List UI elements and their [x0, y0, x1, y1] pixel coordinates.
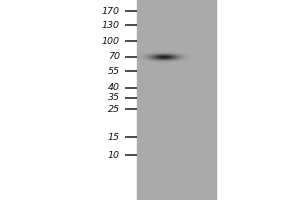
- Text: 35: 35: [108, 94, 120, 102]
- Text: 170: 170: [102, 6, 120, 16]
- Text: 40: 40: [108, 83, 120, 92]
- Text: 10: 10: [108, 151, 120, 160]
- Text: 100: 100: [102, 36, 120, 46]
- Text: 70: 70: [108, 52, 120, 61]
- Text: 55: 55: [108, 66, 120, 75]
- Text: 25: 25: [108, 105, 120, 114]
- Text: 15: 15: [108, 133, 120, 142]
- Text: 130: 130: [102, 21, 120, 29]
- Bar: [136, 0, 216, 200]
